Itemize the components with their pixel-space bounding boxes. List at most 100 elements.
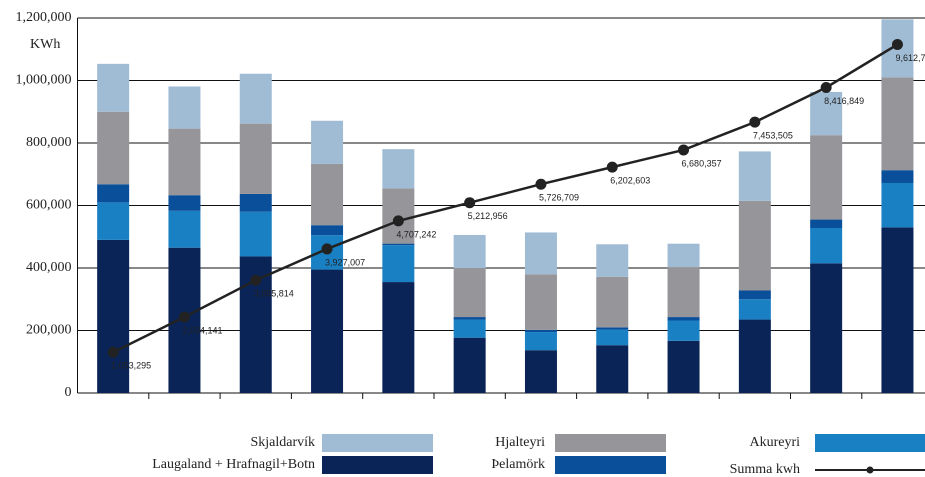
line-marker [820, 82, 832, 94]
bar-segment [667, 243, 700, 268]
legend-label: Skjaldarvík [250, 435, 315, 450]
line-marker [891, 39, 903, 51]
legend-label: Akureyri [749, 435, 800, 450]
bar-segment [810, 263, 843, 393]
bar-segment [311, 269, 344, 393]
data-label: 6,680,357 [682, 158, 722, 168]
bar-segment [97, 184, 130, 203]
bar-segment [168, 86, 201, 129]
y-axis-label: KWh [30, 37, 60, 52]
bar-segment [382, 149, 415, 189]
bar-segment [524, 329, 557, 333]
bar-segment [524, 232, 557, 275]
bar-segment [239, 193, 272, 212]
bar-segment [738, 200, 771, 291]
data-label: 3,055,814 [254, 289, 294, 299]
data-label: 9,612,700 [895, 53, 925, 63]
bar-segment [667, 317, 700, 321]
data-label: 8,416,849 [824, 96, 864, 106]
legend-label: Þelamörk [491, 457, 545, 472]
bar-segment [524, 350, 557, 393]
data-label: 7,453,505 [753, 131, 793, 141]
bar-segment [382, 243, 415, 246]
bar-segment [168, 210, 201, 248]
bar-segment [738, 290, 771, 300]
bar-segment [382, 245, 415, 283]
bar-segment [881, 77, 914, 171]
legend-swatch [322, 434, 433, 452]
y-tick-label: 1,200,000 [16, 10, 72, 25]
y-tick-label: 400,000 [26, 260, 72, 275]
bar-segment [738, 299, 771, 320]
bar-segment [311, 225, 344, 236]
bar-segment [239, 123, 272, 194]
legend-swatch [815, 434, 925, 452]
bar-segment [667, 267, 700, 318]
line-marker [749, 116, 761, 128]
data-label: 6,202,603 [610, 175, 650, 185]
line-marker [464, 197, 476, 209]
y-tick-label: 0 [65, 385, 72, 400]
legend-label: Hjalteyri [495, 435, 545, 450]
bar-segment [881, 227, 914, 393]
bar-segment [453, 317, 486, 320]
legend-label: Summa kwh [730, 462, 800, 477]
data-label: 5,726,709 [539, 193, 579, 203]
bar-segment [738, 319, 771, 393]
line-marker [392, 215, 404, 227]
bar-segment [881, 170, 914, 183]
bar-segment [453, 337, 486, 393]
bar-segment [524, 274, 557, 330]
bar-segment [311, 163, 344, 226]
legend-marker [866, 466, 874, 474]
bar-segment [596, 345, 629, 393]
data-label: 4,707,242 [396, 229, 436, 239]
bar-segment [97, 63, 130, 112]
bar-segment [97, 202, 130, 240]
bar-segment [239, 211, 272, 257]
bar-segment [667, 320, 700, 341]
line-marker [321, 243, 333, 255]
bar-segment [168, 128, 201, 196]
bar-segment [810, 135, 843, 220]
bar-segment [810, 219, 843, 228]
line-marker [107, 346, 119, 358]
y-tick-label: 1,000,000 [16, 73, 72, 88]
bar-segment [97, 239, 130, 393]
y-tick-label: 800,000 [26, 135, 72, 150]
y-tick-label: 200,000 [26, 323, 72, 338]
bar-segment [596, 329, 629, 346]
data-label: 2,034,141 [182, 325, 222, 335]
bar-segment [810, 91, 843, 136]
line-marker [678, 144, 690, 156]
bar-segment [596, 327, 629, 330]
bar-segment [382, 282, 415, 393]
legend-swatch [555, 456, 666, 474]
bar-segment [738, 151, 771, 201]
bar-segment [596, 276, 629, 328]
bar-segment [667, 340, 700, 393]
bar-segment [453, 319, 486, 338]
line-marker [250, 274, 262, 286]
data-label: 3,927,007 [325, 257, 365, 267]
data-label: 1,053,295 [111, 361, 151, 371]
bar-segment [881, 183, 914, 228]
bar-segment [453, 268, 486, 318]
bar-segment [596, 244, 629, 277]
y-tick-label: 600,000 [26, 198, 72, 213]
bar-segment [97, 111, 130, 185]
line-marker [606, 161, 618, 173]
legend-label: Laugaland + Hrafnagil+Botn [152, 457, 315, 472]
bar-segment [453, 234, 486, 268]
legend-swatch [555, 434, 666, 452]
line [112, 43, 899, 354]
bar-segment [311, 120, 344, 164]
line-marker [535, 178, 547, 190]
line-marker [178, 311, 190, 323]
bar-segment [239, 73, 272, 124]
bar-segment [524, 332, 557, 351]
data-label: 5,212,956 [468, 211, 508, 221]
legend-swatch [322, 456, 433, 474]
bar-segment [810, 228, 843, 264]
